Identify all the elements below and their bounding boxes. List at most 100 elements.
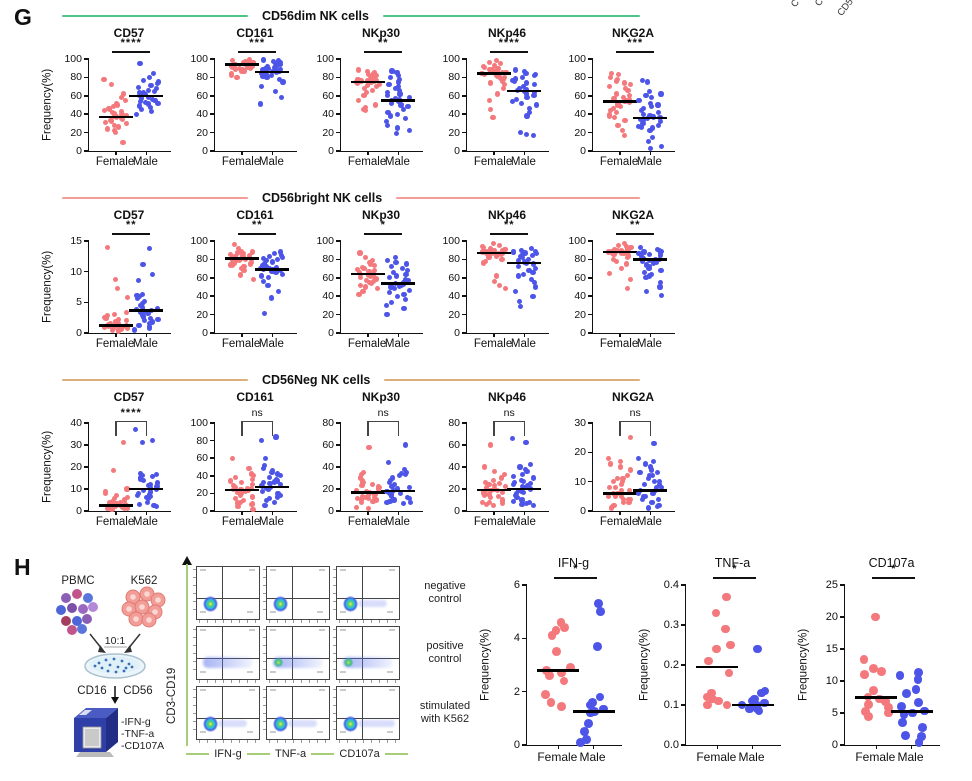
dot-male [511, 78, 517, 84]
y-tick-label: 60 [574, 89, 586, 102]
output-cd107a: -CD107A [121, 740, 164, 752]
y-tick-label: 25 [825, 579, 838, 591]
median-line-female [99, 324, 134, 327]
dot-female [230, 64, 236, 70]
quadrant-stat-mark [200, 569, 206, 571]
dot-male [278, 492, 284, 498]
y-tick-label: 20 [70, 126, 82, 139]
x-axis-labels: Female Male [88, 338, 170, 354]
x-axis-labels: Female Male [214, 516, 296, 532]
dot-female [487, 495, 493, 501]
male-label: Male [738, 750, 765, 764]
x-axis-labels: Female Male [592, 338, 674, 354]
dot-female [541, 689, 550, 699]
dot-male [643, 275, 649, 281]
y-tick-label: 20 [322, 483, 334, 495]
male-label: Male [132, 156, 158, 168]
dot-female [236, 245, 242, 251]
flow-column-label: IFN-g [214, 748, 242, 760]
plot-area: Frequency(%) 0 5 10 15 ** [42, 219, 171, 339]
quadrant-stat-mark [387, 611, 393, 613]
dot-male [275, 490, 281, 496]
dot-female [498, 475, 505, 481]
dot-male [405, 277, 411, 284]
dot-male [269, 259, 275, 265]
dot-male [259, 71, 265, 77]
significance-line [238, 51, 277, 53]
y-tick-mark [336, 422, 341, 424]
y-tick-label: 20 [322, 308, 334, 321]
dot-male [136, 89, 143, 95]
cd56dim-plots: CD57 Frequency(%) 0 20 40 60 80 100 **** Female Ma… [40, 26, 972, 172]
dot-male [279, 95, 285, 101]
y-axis-label: Frequency(%) [41, 430, 54, 504]
dot-male [135, 84, 142, 91]
dot-female [250, 63, 256, 69]
dot-female [235, 504, 241, 510]
dot-female [608, 74, 614, 80]
dot-female [354, 487, 360, 493]
female-label: Female [855, 750, 896, 764]
quadrant-vline [221, 687, 223, 739]
flow-cytometry-panel: CD3-CD19 negative control positive contro… [166, 556, 478, 778]
dot-female [551, 625, 561, 635]
dot-male [895, 671, 905, 681]
dot-female [624, 286, 630, 292]
dot-male [658, 292, 664, 298]
dot-female [101, 76, 107, 82]
significance-label: *** [249, 37, 266, 49]
dot-male [522, 250, 528, 256]
dot-female [494, 68, 500, 74]
dot-male [511, 474, 517, 480]
dot-female [544, 671, 554, 681]
dot-female [228, 72, 234, 79]
x-tick-mark [649, 511, 652, 515]
dot-female [614, 91, 620, 97]
dot-male [649, 467, 655, 473]
male-label: Male [384, 516, 410, 528]
dot-male [917, 723, 927, 733]
y-tick-label: 6 [513, 579, 520, 591]
y-tick-label: 0 [513, 739, 520, 751]
dot-female [249, 502, 255, 508]
dot-male [389, 494, 395, 500]
x-tick-mark [241, 151, 243, 155]
dot-female [234, 74, 240, 80]
x-tick-mark [523, 333, 526, 337]
significance-bracket-drop [367, 421, 369, 436]
x-tick-mark [493, 333, 495, 337]
dot-male [520, 84, 527, 90]
y-tick-mark [210, 95, 215, 97]
y-tick-mark [336, 444, 341, 446]
y-tick-mark [336, 240, 341, 242]
y-tick-mark [210, 258, 215, 261]
dot-male [655, 504, 661, 510]
x-tick-mark [716, 745, 719, 749]
dot-female [615, 476, 621, 482]
quadrant-stat-mark [247, 731, 253, 733]
dot-female [486, 97, 492, 103]
dot-male [526, 267, 532, 274]
y-tick-label: 40 [448, 461, 460, 473]
flow-plot-tnf-a-row1 [263, 626, 330, 683]
y-tick-mark [336, 76, 341, 79]
dot-male [386, 479, 392, 485]
dot-female [486, 491, 492, 498]
dot-female [499, 489, 505, 495]
dot-male [403, 472, 409, 478]
dot-female [626, 499, 632, 505]
scatter-plot-nkp30: NKp30 0 20 40 60 80 100 * Female Male [310, 208, 426, 354]
median-line-male [633, 258, 668, 261]
dot-male [404, 261, 410, 267]
y-tick-mark [681, 664, 686, 666]
median-line-male [381, 489, 416, 493]
dot-female [115, 124, 122, 130]
dot-female [362, 85, 368, 92]
significance-line [238, 233, 277, 235]
dot-male [518, 100, 525, 106]
y-tick-label: 0 [328, 145, 334, 157]
x-tick-mark [367, 333, 369, 337]
significance-label: ** [125, 219, 137, 231]
dot-male [259, 489, 265, 495]
dot-male [279, 254, 285, 261]
